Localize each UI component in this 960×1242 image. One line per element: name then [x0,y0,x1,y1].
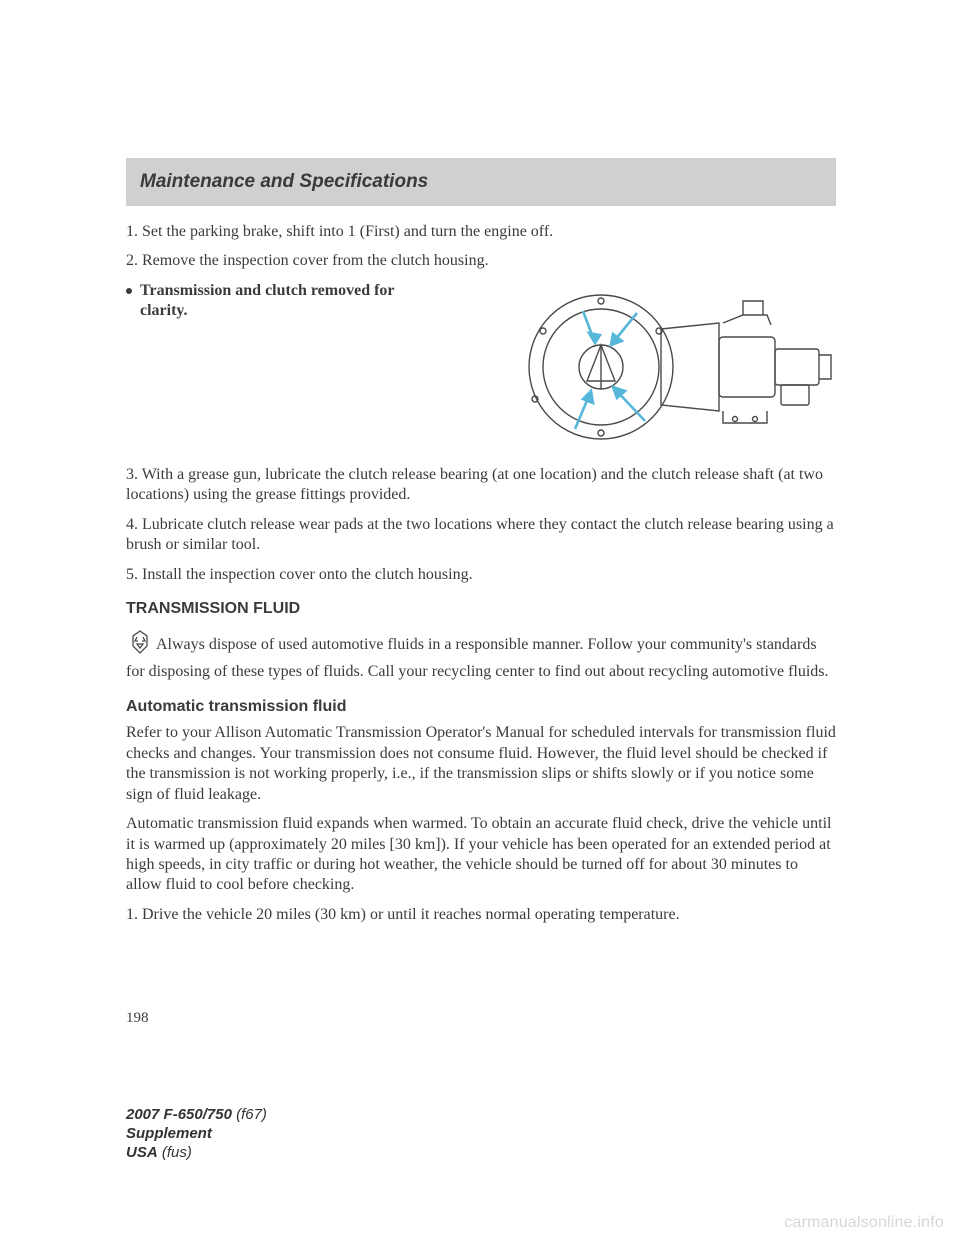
page-content: 1. Set the parking brake, shift into 1 (… [126,222,836,934]
page-container: Maintenance and Specifications 1. Set th… [0,0,960,1242]
recycle-paragraph: Always dispose of used automotive fluids… [126,628,836,683]
footer-line-2: Supplement [126,1125,267,1144]
bullet-item: Transmission and clutch removed for clar… [126,281,396,322]
section-title-transmission-fluid: TRANSMISSION FLUID [126,599,836,619]
section-header-bar: Maintenance and Specifications [126,158,836,206]
step-5-text: 5. Install the inspection cover onto the… [126,565,836,585]
footer-model: 2007 F-650/750 [126,1106,232,1123]
figure-caption-column: Transmission and clutch removed for clar… [126,281,396,453]
auto-trans-p2: Automatic transmission fluid expands whe… [126,814,836,896]
footer-code-2: (fus) [158,1144,192,1161]
bullet-text: Transmission and clutch removed for clar… [140,281,396,322]
step-2-text: 2. Remove the inspection cover from the … [126,251,836,271]
footer-supplement: Supplement [126,1125,212,1142]
step-3-text: 3. With a grease gun, lubricate the clut… [126,465,836,506]
recycle-text: Always dispose of used automotive fluids… [126,636,829,681]
auto-trans-p3: 1. Drive the vehicle 20 miles (30 km) or… [126,905,836,925]
auto-trans-p1: Refer to your Allison Automatic Transmis… [126,723,836,805]
watermark-text: carmanualsonline.info [784,1214,944,1232]
footer-line-3: USA (fus) [126,1144,267,1163]
section-header-title: Maintenance and Specifications [140,171,428,193]
bullet-dot-icon [126,288,132,294]
transmission-figure [491,281,836,453]
transmission-svg-icon [491,281,836,453]
footer-usa: USA [126,1144,158,1161]
subsection-title-auto-trans: Automatic transmission fluid [126,697,836,717]
figure-row: Transmission and clutch removed for clar… [126,281,836,453]
step-4-text: 4. Lubricate clutch release wear pads at… [126,515,836,556]
footer-line-1: 2007 F-650/750 (f67) [126,1106,267,1125]
footer-code-1: (f67) [232,1106,267,1123]
recycle-icon [126,628,154,662]
footer-block: 2007 F-650/750 (f67) Supplement USA (fus… [126,1106,267,1162]
step-1-text: 1. Set the parking brake, shift into 1 (… [126,222,836,242]
page-number: 198 [126,1010,149,1027]
